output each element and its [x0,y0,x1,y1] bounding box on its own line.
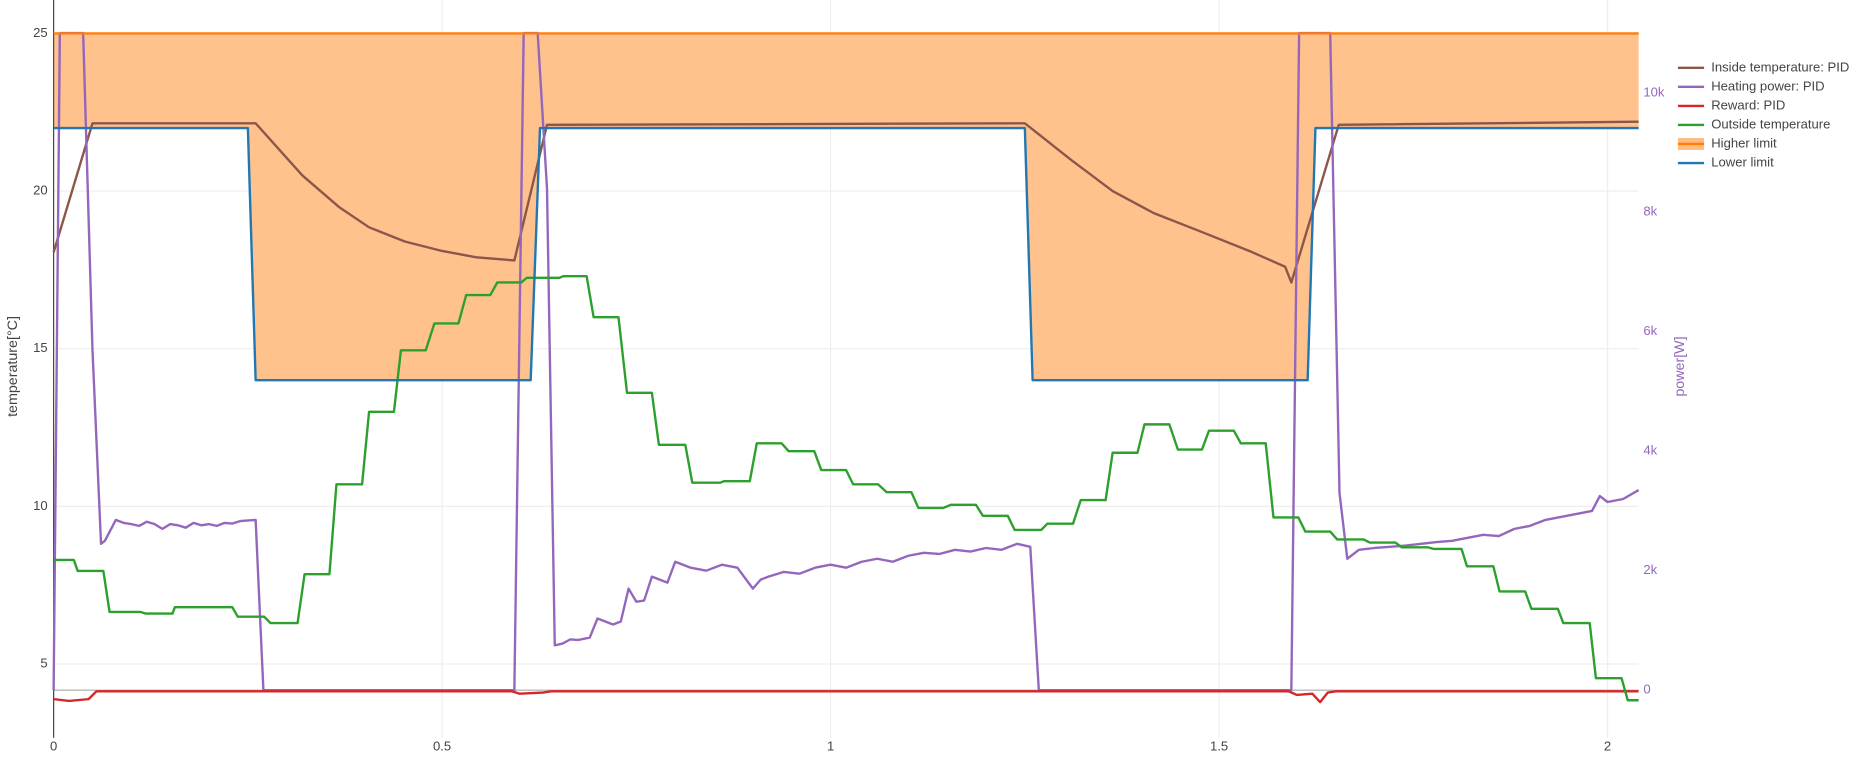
legend-label: Inside temperature: PID [1711,59,1849,74]
y-axis-title: temperature[°C] [5,316,21,417]
y-tick-label: 10 [33,498,48,513]
x-tick-label: 2 [1604,739,1611,754]
area-fill [53,33,1639,381]
y2-tick-label: 4k [1643,443,1657,458]
series-line [52,31,1640,692]
y2-tick-label: 6k [1643,323,1657,338]
y-tick-label: 15 [33,340,48,355]
x-tick-label: 0.5 [433,739,451,754]
y2-axis-title: power[W] [1672,336,1688,396]
legend-label: Outside temperature [1711,116,1830,131]
legend-label: Lower limit [1711,154,1774,169]
y-tick-label: 5 [40,655,47,670]
x-tick-label: 0 [50,739,57,754]
y2-tick-label: 2k [1643,562,1657,577]
series-line [52,120,1639,284]
y2-tick-label: 0 [1643,682,1650,697]
legend-label: Reward: PID [1711,97,1785,112]
legend-label: Heating power: PID [1711,78,1824,93]
y-tick-label: 25 [33,25,48,40]
x-tick-label: 1.5 [1210,739,1228,754]
series-line [53,690,1639,704]
series-line [53,126,1639,382]
y-tick-label: 20 [33,183,48,198]
y2-tick-label: 10k [1643,84,1665,99]
y2-tick-label: 8k [1643,204,1657,219]
legend-label: Higher limit [1711,135,1777,150]
x-tick-label: 1 [827,739,834,754]
series-line [53,275,1639,702]
